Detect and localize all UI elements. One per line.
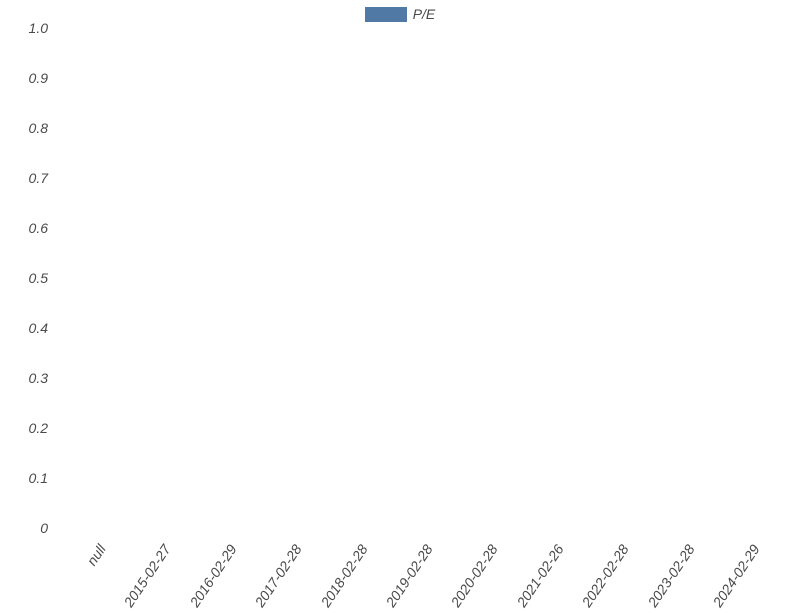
y-tick-label: 0.8 (8, 120, 48, 136)
y-tick-label: 0.9 (8, 70, 48, 86)
y-tick-label: 0.4 (8, 320, 48, 336)
y-tick-label: 0.1 (8, 470, 48, 486)
y-tick-label: 0.7 (8, 170, 48, 186)
y-tick-label: 0.6 (8, 220, 48, 236)
y-tick-label: 0.3 (8, 370, 48, 386)
chart-container: P/E 00.10.20.30.40.50.60.70.80.91.0 null… (0, 0, 800, 600)
legend-label: P/E (413, 6, 436, 22)
plot-area (54, 28, 774, 528)
legend-swatch (365, 7, 407, 22)
y-tick-label: 0.2 (8, 420, 48, 436)
y-tick-label: 0.5 (8, 270, 48, 286)
y-tick-label: 0 (8, 520, 48, 536)
legend: P/E (0, 6, 800, 27)
legend-item: P/E (365, 6, 436, 22)
y-tick-label: 1.0 (8, 20, 48, 36)
